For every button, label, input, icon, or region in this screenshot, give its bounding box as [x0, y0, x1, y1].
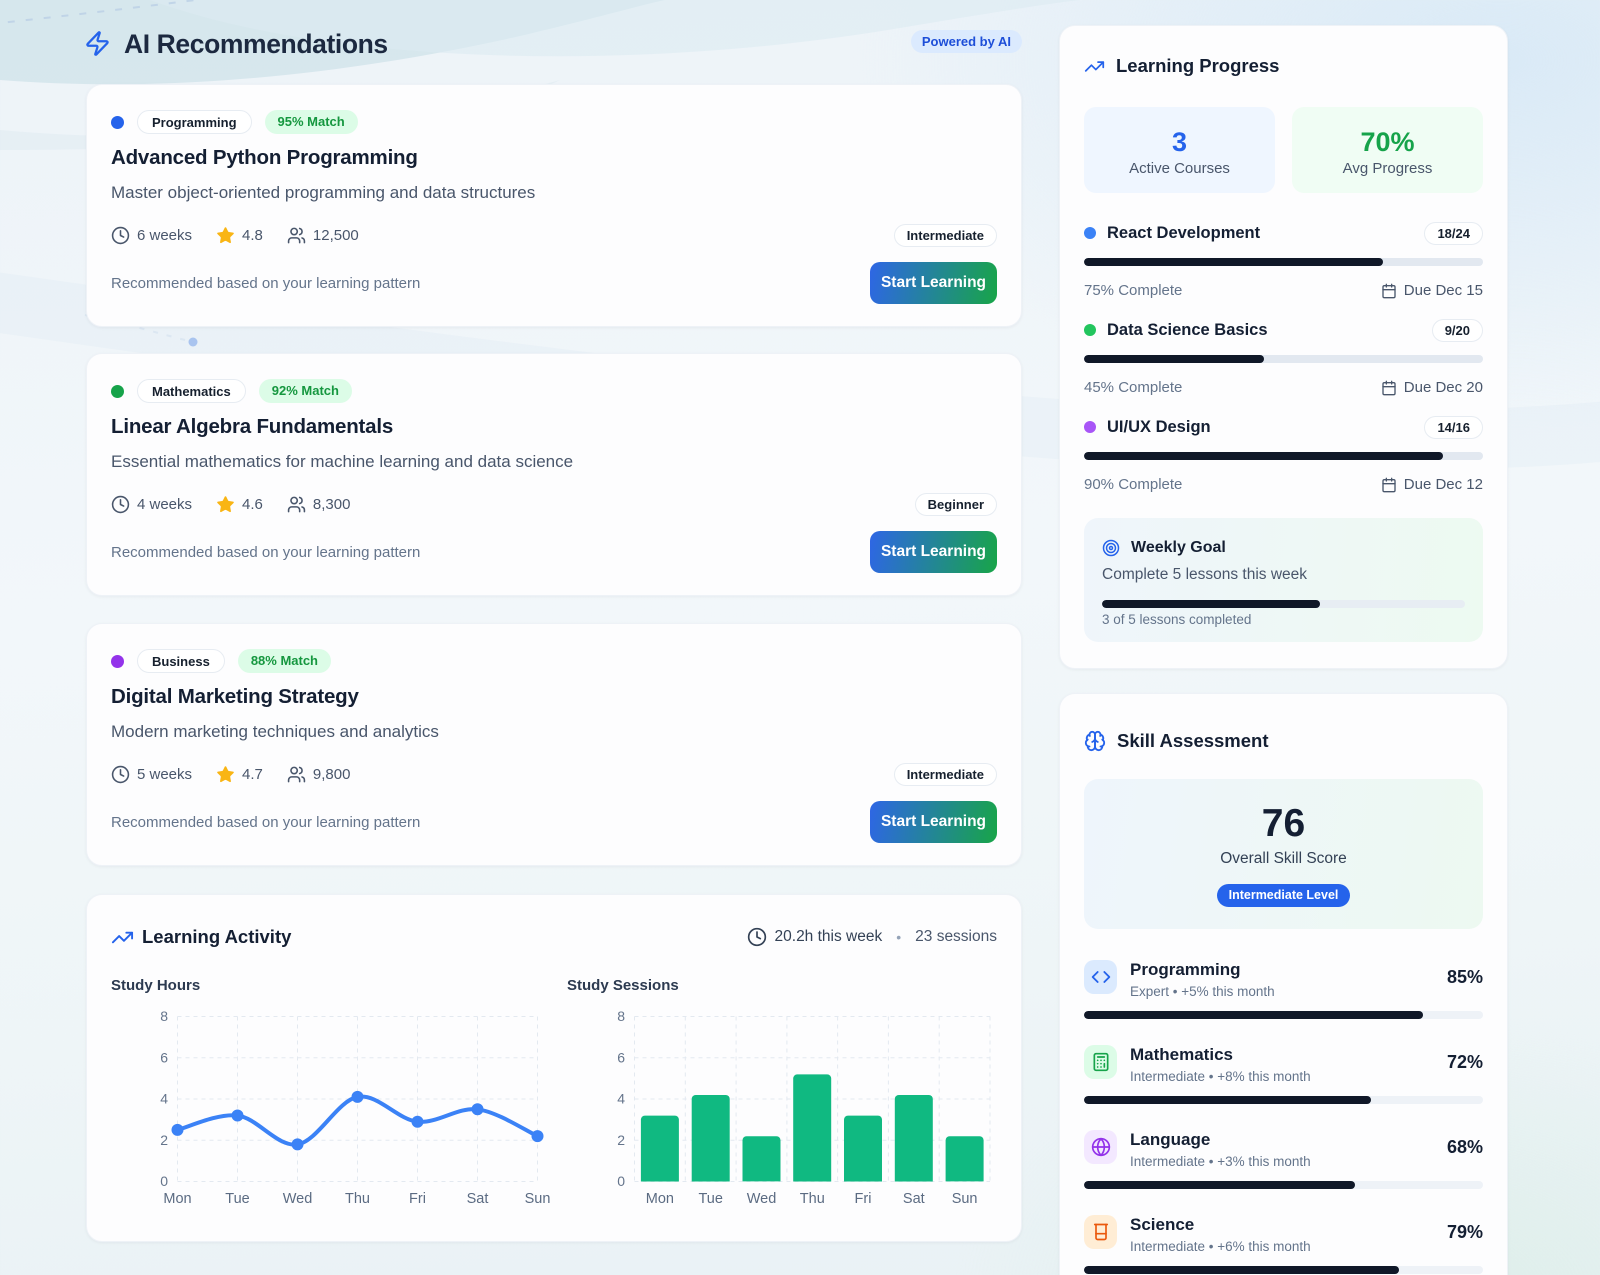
svg-text:0: 0	[160, 1173, 168, 1189]
svg-text:Mon: Mon	[163, 1191, 191, 1207]
svg-text:Sun: Sun	[952, 1191, 978, 1207]
svg-text:Thu: Thu	[800, 1191, 825, 1207]
svg-text:2: 2	[617, 1132, 625, 1148]
svg-text:Sat: Sat	[903, 1191, 925, 1207]
svg-text:0: 0	[617, 1173, 625, 1189]
svg-text:Wed: Wed	[283, 1191, 313, 1207]
svg-text:4: 4	[617, 1091, 625, 1107]
svg-text:6: 6	[617, 1049, 625, 1065]
svg-text:Thu: Thu	[345, 1191, 370, 1207]
svg-text:4: 4	[160, 1091, 168, 1107]
svg-text:Sun: Sun	[525, 1191, 551, 1207]
svg-text:8: 8	[617, 1008, 625, 1024]
svg-text:Tue: Tue	[225, 1191, 249, 1207]
svg-text:Mon: Mon	[646, 1191, 674, 1207]
svg-text:Wed: Wed	[747, 1191, 777, 1207]
svg-text:6: 6	[160, 1049, 168, 1065]
svg-text:Fri: Fri	[855, 1191, 872, 1207]
svg-text:Fri: Fri	[409, 1191, 426, 1207]
svg-text:Sat: Sat	[467, 1191, 489, 1207]
svg-text:Tue: Tue	[698, 1191, 722, 1207]
svg-text:8: 8	[160, 1008, 168, 1024]
svg-text:2: 2	[160, 1132, 168, 1148]
